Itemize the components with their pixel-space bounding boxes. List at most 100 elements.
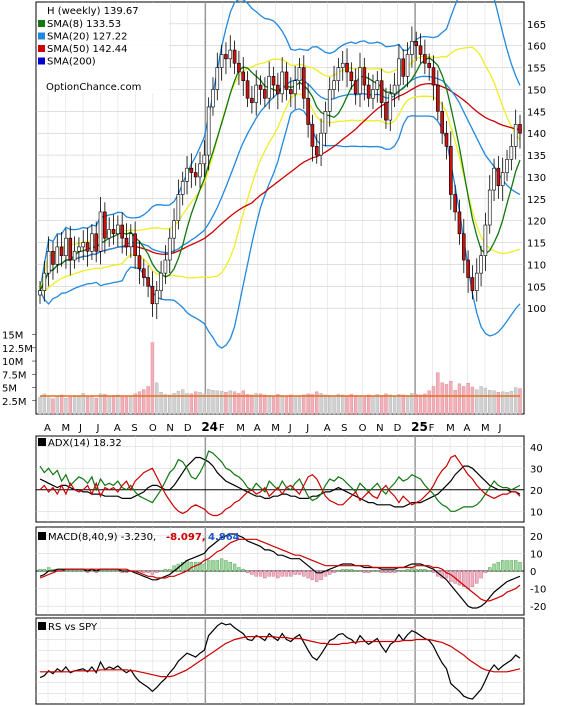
macd-title: MACD(8,40,9) -3.230, [48,532,156,543]
macd-histogram-bar [150,570,155,575]
upper-inner-band [39,46,521,291]
candle-body [405,54,410,77]
bollinger-bands [39,0,521,349]
candle-body [120,224,124,239]
indicator-tick-label: -10 [530,585,546,596]
month-tick-label: A [44,423,51,434]
month-tick-label: 25 [411,420,428,434]
adx-marker [38,438,46,446]
price-tick-label: 120 [527,217,546,228]
indicator-tick-label: 40 [530,443,543,454]
candles [38,26,522,320]
candle-body [397,58,401,86]
month-tick-label: S [131,423,137,434]
candle-body [68,237,73,261]
macd-histogram-bar [353,570,358,572]
upper-band [39,0,521,291]
volume-bar [371,395,375,415]
volume-bar [193,391,198,415]
volume-bar [492,390,496,415]
candle-body [206,106,211,156]
macd-histogram-bar [328,570,332,575]
volume-bar [345,396,349,415]
candle-body [362,67,367,86]
macd-histogram-bar [224,560,228,572]
volume-bar [384,393,388,415]
macd-histogram-bar [72,570,77,572]
volume-bar [146,386,150,415]
volume-bar [241,390,245,415]
volume-bars [38,342,522,415]
month-tick-label: J [78,423,82,434]
macd-histogram-bar [379,570,384,573]
volume-bar [488,389,492,415]
volume-bar [276,394,280,415]
volume-bar [280,395,284,415]
volume-bar [414,394,418,415]
volume-tick-label: 7.5M [2,370,27,381]
candle-body [146,277,150,287]
indicator-tick-label: 0 [530,567,536,578]
candle-body [340,62,345,68]
macd-histogram-bar [142,570,146,573]
macd-histogram-bar [103,570,107,572]
volume-bar [328,395,332,415]
candle-body [371,89,375,99]
candle-body [314,146,319,156]
candle-body [492,167,496,191]
month-tick-label: J [305,423,309,434]
macd-histogram-bar [444,570,449,579]
volume-bar [51,398,55,415]
macd-histogram-bar [250,570,254,575]
volume-bar [46,397,51,415]
month-tick-label: F [429,423,435,434]
macd-histogram-bar [345,569,349,572]
volume-bar [509,391,514,415]
lower-inner-band [40,93,521,292]
volume-tick-label: 15M [2,331,23,342]
volume-bar [159,392,163,415]
month-tick-label: O [149,423,157,434]
candle-body [51,250,55,265]
macd-histogram-bar [68,570,72,572]
macd-signal-value: -8.097, [166,532,206,543]
macd-histogram-bar [42,569,47,572]
volume-bar [457,383,462,415]
adx-series-line [39,456,521,508]
price-tick-label: 130 [527,173,546,184]
candle-body [345,62,349,73]
candle-body [436,84,440,112]
volume-bar [470,386,475,415]
volume-bar [462,386,466,415]
volume-bar [358,395,362,415]
month-tick-label: D [394,423,402,434]
macd-histogram [38,558,522,589]
volume-bar [42,393,47,415]
month-tick-label: D [184,423,192,434]
macd-panel: -20 -10 0 10 20 MACD(8,40,9) -3.230, -8.097,… [35,526,546,616]
volume-bar [202,393,207,415]
candle-body [211,89,215,108]
volume-bar [505,392,509,415]
price-tick-label: 105 [527,282,546,293]
volume-bar [185,393,189,415]
macd-histogram-bar [457,570,462,586]
price-panel: 100 105 110 115 120 125 130 135 140 145 150 155 160 1… [2,0,546,415]
volume-bar [379,395,384,415]
macd-histogram-bar [319,570,323,581]
candle-body [224,54,228,60]
candle-body [401,58,406,77]
volume-bar [245,394,250,415]
volume-bar [72,395,77,415]
volume-bar [254,393,258,415]
candle-body [198,163,202,178]
volume-bar [263,394,267,415]
legend-swatch [38,45,45,52]
candle-body [513,124,518,147]
legend-swatch [38,32,45,40]
volume-bar [68,396,72,415]
volume-bar [198,392,202,415]
candle-body [98,211,103,252]
month-tick-label: F [219,423,225,434]
candle-body [384,102,388,121]
